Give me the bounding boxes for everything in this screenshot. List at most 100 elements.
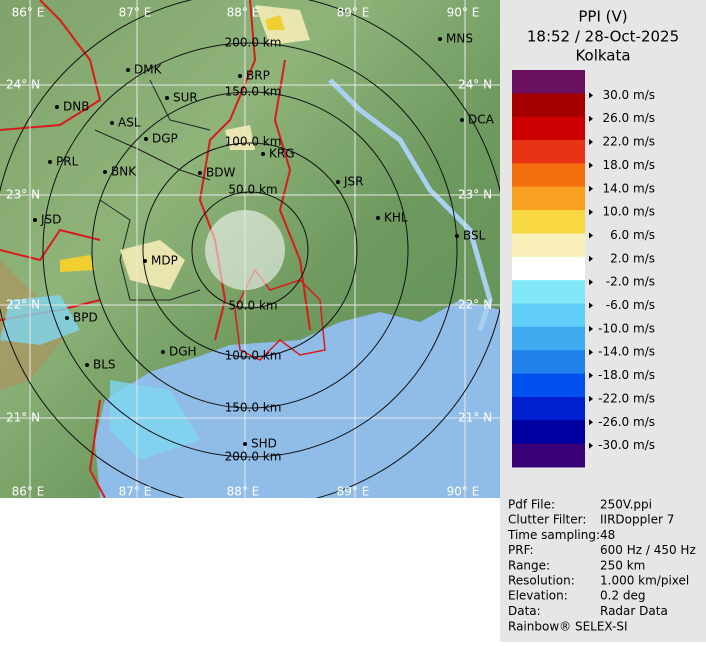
info-value: 1.000 km/pixel xyxy=(600,574,689,588)
info-key: Range: xyxy=(508,558,550,572)
info-value: 600 Hz / 450 Hz xyxy=(600,543,696,557)
legend-arrow xyxy=(589,139,593,146)
city-dot xyxy=(85,363,89,367)
legend-swatch xyxy=(512,280,585,304)
city-dot xyxy=(161,350,165,354)
city-label: JSD xyxy=(40,213,61,227)
city-label: KHL xyxy=(384,211,408,225)
title: PPI (V) xyxy=(578,8,627,26)
longitude-label: 87° E xyxy=(119,6,152,20)
border xyxy=(0,0,106,498)
info-key: Pdf File: xyxy=(508,498,555,512)
city-dot xyxy=(48,160,52,164)
range-label: 50.0 km xyxy=(228,299,277,313)
city-label: DGH xyxy=(169,345,197,359)
city-dot xyxy=(126,68,130,72)
info-value: 0.2 deg xyxy=(600,589,646,603)
latitude-label: 22° N xyxy=(458,298,492,312)
city-dot xyxy=(460,118,464,122)
range-label: 150.0 km xyxy=(225,401,282,415)
sea xyxy=(95,300,500,498)
city-label: ASL xyxy=(118,116,141,130)
longitude-label: 86° E xyxy=(12,485,45,499)
city-dot xyxy=(103,170,107,174)
range-label: 200.0 km xyxy=(225,36,282,50)
longitude-label: 89° E xyxy=(337,6,370,20)
legend-swatch xyxy=(512,256,585,281)
latitude-label: 24° N xyxy=(458,78,492,92)
longitude-label: 87° E xyxy=(119,485,152,499)
city-label: DGP xyxy=(152,132,178,146)
latitude-label: 23° N xyxy=(458,188,492,202)
city-dot xyxy=(238,74,242,78)
legend-swatch xyxy=(512,140,585,164)
range-label: 200.0 km xyxy=(225,450,282,464)
city-label: BLS xyxy=(93,358,116,372)
city-label: BSL xyxy=(463,229,486,243)
legend-label: -10.0 m/s xyxy=(598,321,655,335)
longitude-label: 90° E xyxy=(447,485,480,499)
city-label: PRL xyxy=(56,155,79,169)
legend-swatch xyxy=(512,210,585,234)
range-ring xyxy=(91,91,409,409)
city-label: MNS xyxy=(446,32,473,46)
legend-swatch xyxy=(512,396,585,421)
range-label: 150.0 km xyxy=(225,85,282,99)
range-ring xyxy=(142,142,358,358)
legend-label: 26.0 m/s xyxy=(602,111,655,125)
river xyxy=(328,78,493,331)
range-label: 100.0 km xyxy=(225,135,282,149)
legend-swatch xyxy=(512,420,585,445)
border xyxy=(198,0,257,341)
legend-arrow xyxy=(589,92,593,99)
district-line xyxy=(94,79,211,301)
info-value: Radar Data xyxy=(600,604,668,618)
city-dot xyxy=(336,180,340,184)
city-dot xyxy=(110,121,114,125)
city-dot xyxy=(65,316,69,320)
city-label: SUR xyxy=(173,91,198,105)
legend-label: -26.0 m/s xyxy=(598,415,655,429)
info-key: Time sampling: xyxy=(507,528,600,542)
latitude-label: 22° N xyxy=(6,298,40,312)
legend-arrow xyxy=(589,302,593,309)
latitude-label: 24° N xyxy=(6,78,40,92)
city-label: MDP xyxy=(151,254,178,268)
city-label: KRG xyxy=(269,147,295,161)
legend-swatch xyxy=(512,163,585,188)
city-label: BDW xyxy=(206,166,235,180)
range-ring xyxy=(191,191,309,309)
latitude-label: 23° N xyxy=(6,188,40,202)
info-value: 48 xyxy=(600,528,615,542)
legend-swatch xyxy=(512,326,585,351)
city-dot xyxy=(165,96,169,100)
latitude-label: 21° N xyxy=(458,411,492,425)
legend-label: -6.0 m/s xyxy=(606,298,655,312)
legend-arrow xyxy=(589,185,593,192)
city-dot xyxy=(455,234,459,238)
city-dot xyxy=(243,442,247,446)
legend-swatch xyxy=(512,116,585,141)
legend-label: -14.0 m/s xyxy=(598,345,655,359)
city-label: SHD xyxy=(251,437,277,451)
legend-label: -22.0 m/s xyxy=(598,391,655,405)
footer: Rainbow® SELEX-SI xyxy=(508,620,628,634)
city-dot xyxy=(438,37,442,41)
city-label: JSR xyxy=(343,175,364,189)
info-value: IIRDoppler 7 xyxy=(600,513,674,527)
legend-arrow xyxy=(589,395,593,402)
city-label: DMK xyxy=(134,63,163,77)
city-dot xyxy=(55,105,59,109)
city-dot xyxy=(33,218,37,222)
longitude-label: 88° E xyxy=(227,485,260,499)
legend-arrow xyxy=(589,162,593,169)
legend-swatch xyxy=(512,373,585,398)
legend-arrow xyxy=(589,255,593,262)
legend-swatch xyxy=(512,93,585,118)
city-dot xyxy=(261,152,265,156)
info-key: Resolution: xyxy=(508,574,575,588)
info-key: Data: xyxy=(508,604,541,618)
legend-swatch xyxy=(512,186,585,211)
echo xyxy=(120,5,310,290)
legend-label: -30.0 m/s xyxy=(598,438,655,452)
